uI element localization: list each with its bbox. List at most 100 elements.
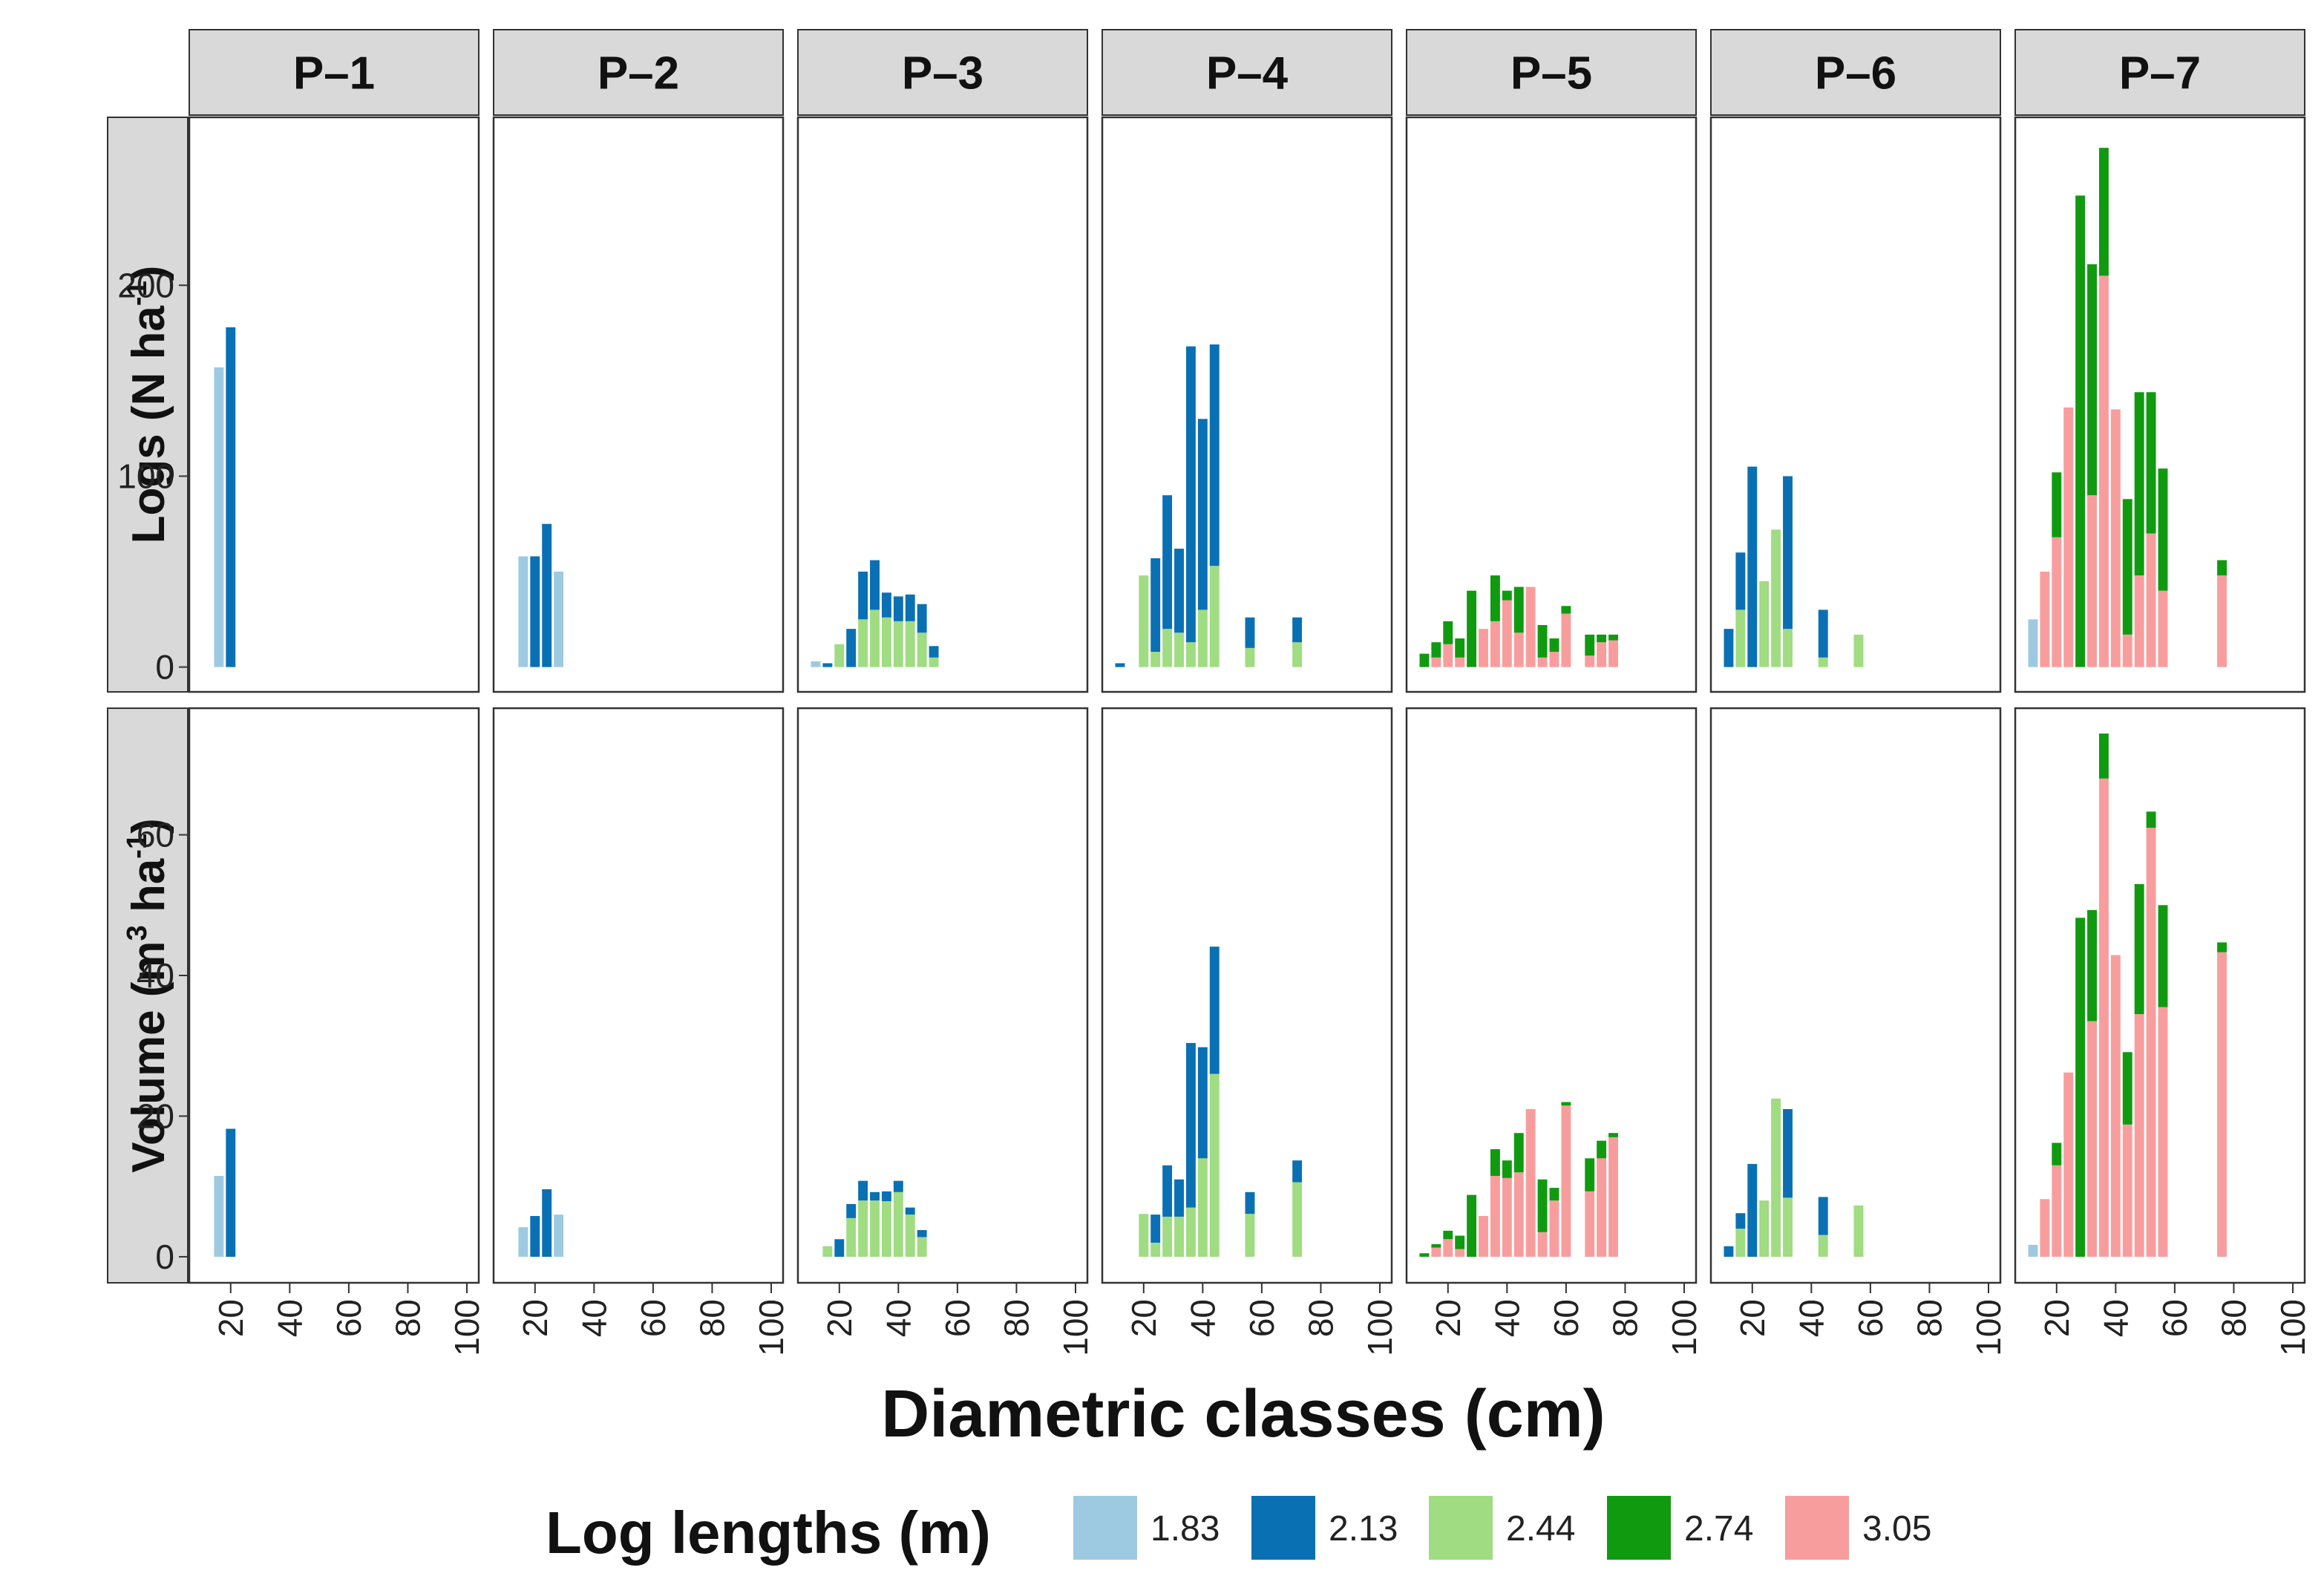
- bar-logs-p7-d20-len2.74: [2052, 472, 2062, 537]
- bar-volume-p5-d20-len3.05: [1443, 1239, 1453, 1257]
- bar-logs-p6-d32-len2.13: [1783, 476, 1793, 630]
- x-tick-label-p7-60: 60: [2156, 1299, 2194, 1337]
- bar-logs-p5-d76-len3.05: [1608, 640, 1618, 667]
- bar-volume-p1-d20-len2.13: [226, 1128, 236, 1257]
- legend-label-1.83: 1.83: [1150, 1509, 1220, 1549]
- bar-logs-p6-d20-len2.13: [1747, 466, 1758, 667]
- bar-volume-p1-d16-len1.83: [214, 1176, 224, 1257]
- bar-volume-p2-d20-len2.13: [530, 1216, 540, 1257]
- row-strips: Logs (N ha-1)Volume (m3 ha-1): [107, 117, 189, 1284]
- bar-logs-p3-d28-len2.44: [858, 619, 868, 667]
- bar-logs-p4-d36-len2.44: [1185, 642, 1196, 667]
- bar-volume-p5-d40-len3.05: [1502, 1177, 1512, 1257]
- bar-logs-p4-d24-len2.44: [1150, 652, 1161, 667]
- bar-logs-p4-d28-len2.13: [1162, 495, 1173, 630]
- bar-volume-p6-d12-len2.13: [1724, 1246, 1734, 1257]
- legend-label-2.13: 2.13: [1329, 1509, 1398, 1549]
- x-tick-label-p5-40: 40: [1487, 1299, 1526, 1337]
- facet-label-2: P–2: [598, 48, 679, 99]
- bar-logs-p5-d20-len2.74: [1443, 621, 1453, 644]
- bar-volume-p3-d36-len2.13: [881, 1191, 891, 1202]
- bar-volume-p7-d56-len3.05: [2158, 1007, 2168, 1257]
- bar-volume-p6-d28-len2.44: [1771, 1098, 1781, 1257]
- bar-logs-p7-d24-len3.05: [2063, 407, 2074, 667]
- facet-label-6: P–6: [1815, 48, 1896, 99]
- facet-label-5: P–5: [1510, 48, 1592, 99]
- bar-volume-p2-d28-len1.83: [554, 1215, 564, 1257]
- x-tick-label-p1-100: 100: [448, 1299, 486, 1356]
- bar-logs-p7-d32-len2.74: [2087, 264, 2097, 496]
- bar-volume-p7-d32-len3.05: [2087, 1021, 2097, 1257]
- panel-logs-p6: [1709, 116, 2002, 693]
- legend: Log lengths (m) 1.83 2.13 2.44 2.74 3.05: [546, 1496, 1931, 1566]
- bar-volume-p5-d72-len3.05: [1597, 1158, 1607, 1257]
- bar-logs-p6-d56-len2.44: [1853, 634, 1864, 667]
- bar-logs-p5-d68-len3.05: [1585, 656, 1595, 667]
- bar-logs-p4-d56-len2.44: [1245, 647, 1255, 667]
- x-axis-title: Diametric classes (cm): [881, 1377, 1605, 1451]
- bar-volume-p5-d44-len2.74: [1513, 1133, 1524, 1173]
- panel-volume-p3: [796, 707, 1089, 1284]
- bar-volume-p3-d32-len2.13: [870, 1191, 880, 1201]
- y-axis-title-sup2: -1: [122, 834, 153, 859]
- x-tick-label-p4-20: 20: [1125, 1299, 1163, 1337]
- bar-logs-p3-d52-len2.13: [929, 646, 939, 658]
- bar-volume-p6-d20-len2.13: [1747, 1163, 1758, 1257]
- y-axis-title-mid: ha: [123, 858, 174, 925]
- bar-volume-p3-d44-len2.13: [905, 1207, 915, 1215]
- bar-logs-p5-d20-len3.05: [1443, 644, 1453, 667]
- bar-volume-p2-d24-len2.13: [542, 1189, 552, 1257]
- bar-logs-p4-d24-len2.13: [1150, 558, 1161, 652]
- bar-logs-p3-d40-len2.13: [893, 596, 903, 621]
- x-tick-label-p7-100: 100: [2274, 1299, 2312, 1356]
- bar-logs-p4-d44-len2.13: [1209, 344, 1220, 566]
- bar-volume-p4-d36-len2.44: [1185, 1207, 1196, 1257]
- bar-logs-p5-d68-len2.74: [1585, 634, 1595, 656]
- x-tick-label-p6-60: 60: [1851, 1299, 1890, 1337]
- bar-logs-p5-d56-len2.74: [1549, 638, 1559, 652]
- bar-logs-p3-d12-len1.83: [811, 661, 821, 667]
- bar-logs-p5-d52-len2.74: [1537, 625, 1548, 658]
- x-tick-label-p1-80: 80: [388, 1299, 427, 1337]
- x-tick-label-p2-40: 40: [575, 1299, 613, 1337]
- bar-volume-p4-d28-len2.13: [1162, 1165, 1173, 1217]
- bar-volume-p7-d76-len2.74: [2217, 942, 2227, 952]
- bar-logs-p6-d44-len2.13: [1818, 609, 1828, 658]
- bar-volume-p3-d48-len2.13: [917, 1229, 927, 1238]
- bar-logs-p3-d40-len2.44: [893, 621, 903, 667]
- bar-volume-p4-d20-len2.44: [1139, 1214, 1149, 1257]
- x-tick-label-p2-80: 80: [693, 1299, 731, 1337]
- facet-strip-3: [797, 29, 1088, 116]
- bar-logs-p5-d36-len2.74: [1490, 575, 1500, 621]
- bar-volume-p5-d76-len2.74: [1608, 1133, 1618, 1137]
- row-strip-volume: [107, 707, 189, 1284]
- bar-volume-p5-d52-len3.05: [1537, 1232, 1548, 1257]
- panel-logs-p5: [1405, 116, 1698, 693]
- bar-logs-p3-d28-len2.13: [858, 572, 868, 620]
- y-tick-label-volume-0: 0: [155, 1238, 174, 1276]
- facet-strip-6: [1710, 29, 2001, 116]
- bar-volume-p5-d60-len3.05: [1561, 1105, 1571, 1257]
- bar-volume-p5-d32-len3.05: [1479, 1216, 1488, 1257]
- y-axes: 0 100 200 0 20 40 60: [117, 266, 189, 1276]
- bar-volume-p4-d44-len2.44: [1209, 1073, 1220, 1257]
- bar-volume-p7-d52-len2.74: [2146, 811, 2156, 828]
- bar-logs-p5-d36-len3.05: [1490, 621, 1500, 667]
- x-tick-label-p6-80: 80: [1910, 1299, 1948, 1337]
- bar-volume-p4-d24-len2.13: [1150, 1215, 1161, 1243]
- bar-logs-p7-d32-len3.05: [2087, 495, 2097, 667]
- bar-volume-p5-d60-len2.74: [1561, 1102, 1571, 1106]
- bar-volume-p3-d32-len2.44: [870, 1200, 880, 1257]
- bar-logs-p7-d40-len3.05: [2110, 409, 2121, 667]
- bar-logs-p5-d40-len3.05: [1502, 600, 1512, 667]
- bar-volume-p3-d44-len2.44: [905, 1215, 915, 1257]
- bar-logs-p5-d60-len3.05: [1561, 613, 1571, 667]
- bar-logs-p3-d36-len2.44: [881, 617, 891, 667]
- bar-logs-p5-d24-len2.74: [1455, 638, 1465, 658]
- bar-volume-p5-d20-len2.74: [1443, 1230, 1453, 1240]
- bar-logs-p5-d12-len2.74: [1419, 653, 1430, 667]
- bar-volume-p7-d44-len3.05: [2122, 1124, 2132, 1257]
- bar-logs-p5-d16-len2.74: [1431, 642, 1441, 658]
- bar-volume-p6-d24-len2.44: [1759, 1200, 1770, 1257]
- bar-logs-p5-d24-len3.05: [1455, 657, 1465, 667]
